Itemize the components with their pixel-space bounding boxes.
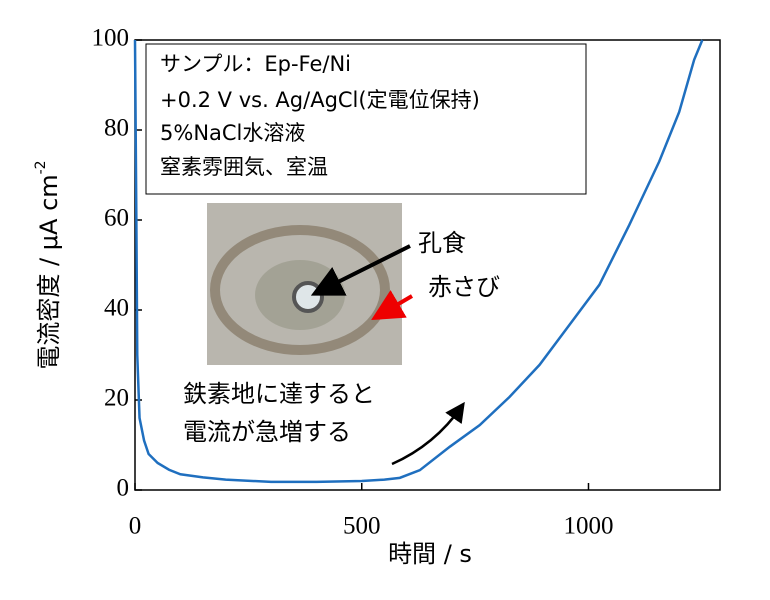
annotation: 赤さび bbox=[428, 273, 500, 301]
y-tick-label: 0 bbox=[117, 475, 130, 502]
note-box bbox=[145, 43, 587, 195]
plot-frame bbox=[134, 39, 721, 491]
x-tick-label: 1000 bbox=[563, 513, 613, 540]
y-tick-label: 20 bbox=[104, 385, 129, 412]
arrow bbox=[310, 244, 411, 296]
arrow bbox=[391, 401, 465, 466]
annotation: 孔食 bbox=[418, 229, 466, 257]
y-tick-label: 60 bbox=[104, 205, 129, 232]
note: 窒素雰囲気、室温 bbox=[160, 155, 328, 179]
y-label-main: 電流密度 / μA cm bbox=[35, 174, 63, 369]
arrow bbox=[371, 290, 414, 321]
y-tick-label: 40 bbox=[104, 295, 129, 322]
data-line bbox=[133, 39, 704, 484]
note: サンプル：Ep-Fe/Ni bbox=[160, 52, 351, 76]
note: 5%NaCl水溶液 bbox=[160, 121, 305, 145]
note: +0.2 V vs. Ag/AgCl(定電位保持) bbox=[160, 88, 480, 112]
x-tick-label: 500 bbox=[343, 513, 381, 540]
x-axis-label: 時間 / s bbox=[388, 540, 472, 568]
y-tick-label: 80 bbox=[104, 115, 129, 142]
annotation: 電流が急増する bbox=[183, 418, 351, 446]
y-tick-label: 100 bbox=[92, 25, 130, 52]
y-label-sup: -2 bbox=[33, 160, 49, 174]
x-tick-label: 0 bbox=[129, 513, 142, 540]
y-axis-label: 電流密度 / μA cm-2 bbox=[33, 160, 63, 369]
annotation: 鉄素地に達すると bbox=[183, 380, 375, 408]
photo bbox=[207, 203, 402, 365]
